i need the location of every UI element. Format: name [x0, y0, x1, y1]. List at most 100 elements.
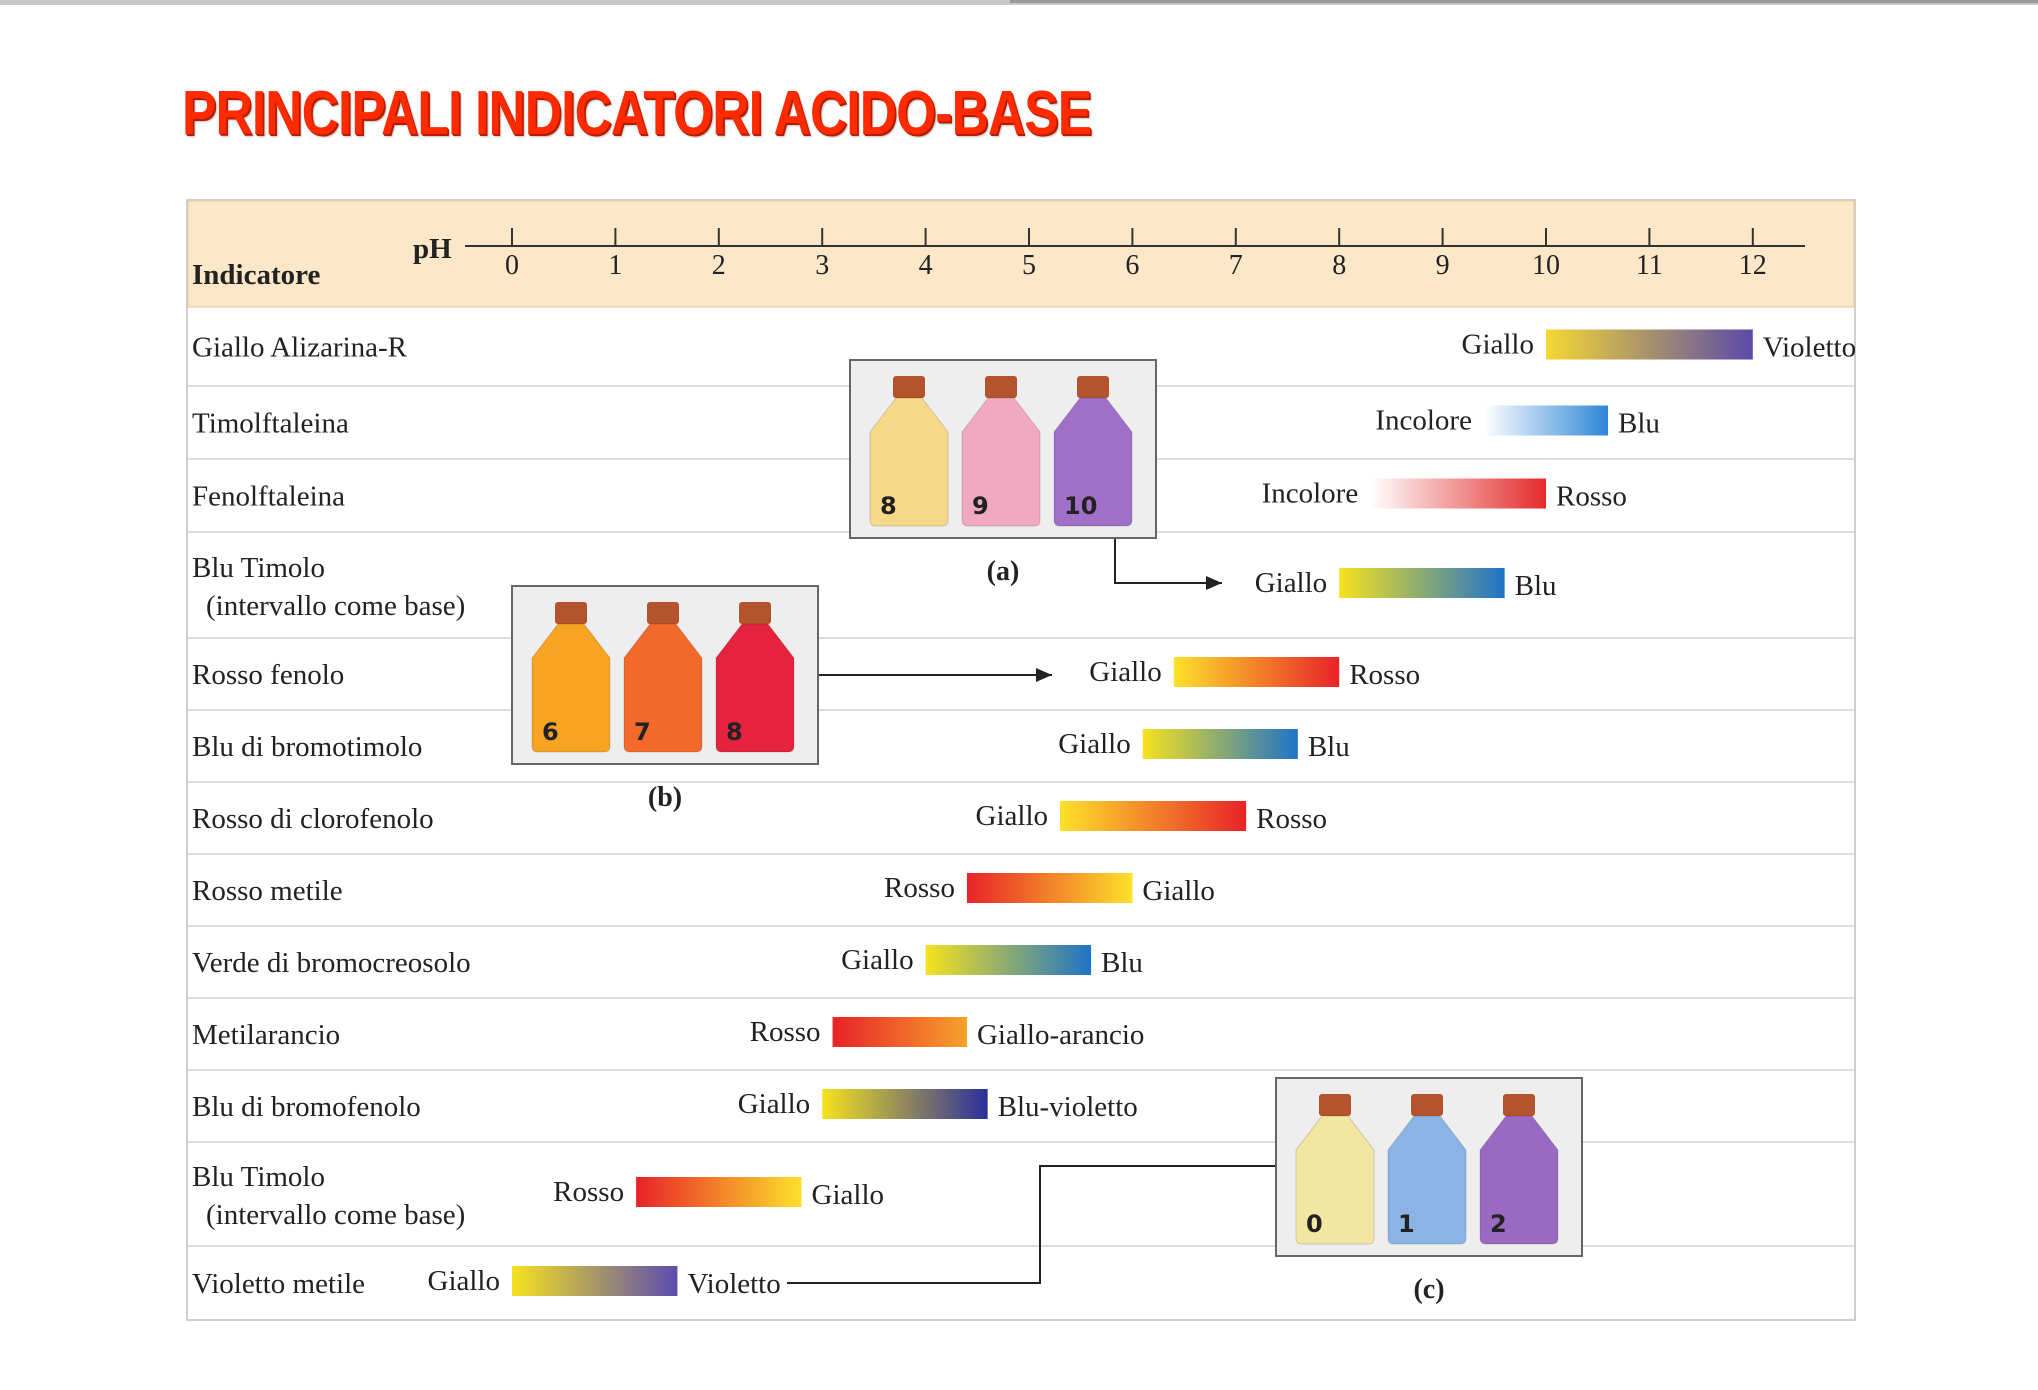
- bottle-cap: [893, 376, 925, 398]
- indicator-name: Blu di bromofenolo: [192, 1091, 421, 1123]
- indicator-row-7: Rosso di clorofenolo Giallo Rosso: [188, 800, 1854, 855]
- indicator-row-11: Blu di bromofenolo Giallo Blu-violetto: [188, 1088, 1854, 1143]
- indicator-row-6: Blu di bromotimolo Giallo Blu: [188, 728, 1854, 783]
- bottle-number: 8: [880, 492, 897, 520]
- indicator-name: Blu di bromotimolo: [192, 731, 422, 763]
- base-color-label: Rosso: [1349, 659, 1420, 691]
- indicator-name: Verde di bromocreosolo: [192, 947, 471, 979]
- bottle-photo-c: 0 1 2 (c): [1275, 1077, 1583, 1305]
- indicator-name: Giallo Alizarina-R: [192, 332, 408, 364]
- bottle-number: 1: [1398, 1210, 1415, 1238]
- ph-tick-label-11: 11: [1636, 250, 1663, 281]
- photo-caption: (b): [648, 782, 682, 813]
- base-color-label: Violetto: [1763, 332, 1856, 364]
- indicator-name: Fenolftaleina: [192, 481, 345, 513]
- ph-tick-label-8: 8: [1332, 250, 1346, 281]
- bottle-body: [961, 397, 1041, 527]
- bottle-number: 9: [972, 492, 989, 520]
- transition-bar: [1339, 568, 1505, 598]
- header-band: [187, 200, 1855, 308]
- base-color-label: Giallo-arancio: [977, 1019, 1144, 1051]
- acid-color-label: Rosso: [553, 1176, 624, 1208]
- acid-color-label: Giallo: [841, 944, 914, 976]
- acid-color-label: Rosso: [884, 872, 955, 904]
- ph-tick-label-7: 7: [1229, 250, 1243, 281]
- indicator-row-4: Blu Timolo (intervallo come base) Giallo Bl…: [188, 552, 1854, 639]
- transition-bar: [1370, 478, 1546, 509]
- indicator-name-note: (intervallo come base): [206, 1199, 465, 1231]
- bottle-body: [531, 623, 611, 753]
- base-color-label: Blu: [1618, 408, 1660, 440]
- base-color-label: Giallo: [1142, 875, 1215, 907]
- indicator-name: Timolftaleina: [192, 408, 349, 440]
- connector-a: [1114, 538, 1222, 584]
- indicator-name: Blu Timolo: [192, 552, 325, 584]
- indicator-row-10: Metilarancio Rosso Giallo-arancio: [188, 1016, 1854, 1071]
- indicator-name: Blu Timolo: [192, 1161, 325, 1193]
- base-color-label: Rosso: [1556, 481, 1627, 513]
- acid-color-label: Giallo: [976, 800, 1049, 832]
- bottle-9: 9: [961, 376, 1041, 527]
- bottle-photo-a: 8 9 10 (a): [849, 359, 1157, 587]
- transition-bar: [832, 1017, 967, 1047]
- photo-caption: (a): [987, 556, 1020, 587]
- acid-color-label: Giallo: [1058, 728, 1131, 760]
- bottle-10: 10: [1053, 376, 1133, 527]
- bottle-0: 0: [1295, 1094, 1375, 1245]
- bottle-body: [1479, 1115, 1559, 1245]
- transition-bar: [966, 873, 1133, 903]
- bottle-cap: [1319, 1094, 1351, 1116]
- ph-tick-label-6: 6: [1125, 250, 1139, 281]
- indicator-row-9: Verde di bromocreosolo Giallo Blu: [188, 944, 1854, 999]
- indicator-name: Rosso di clorofenolo: [192, 803, 434, 835]
- indicator-name: Rosso fenolo: [192, 659, 344, 691]
- transition-bar: [1142, 729, 1298, 759]
- transition-bar: [822, 1089, 988, 1119]
- acid-color-label: Incolore: [1262, 478, 1359, 510]
- bottle-6: 6: [531, 602, 611, 753]
- indicator-name: Violetto metile: [192, 1268, 365, 1300]
- top-border-dark: [1010, 0, 2038, 3]
- bottle-body: [1053, 397, 1133, 527]
- indicator-row-13: Violetto metile Giallo Violetto: [192, 1265, 781, 1300]
- bottle-body: [715, 623, 795, 753]
- base-color-label: Blu: [1101, 947, 1143, 979]
- bottle-cap: [1411, 1094, 1443, 1116]
- bottle-number: 2: [1490, 1210, 1507, 1238]
- indicator-row-5: Rosso fenolo Giallo Rosso: [188, 656, 1854, 711]
- bottle-body: [869, 397, 949, 527]
- ph-tick-label-10: 10: [1532, 250, 1560, 281]
- bottle-8: 8: [869, 376, 949, 527]
- ph-tick-label-0: 0: [505, 250, 519, 281]
- bottle-body: [623, 623, 703, 753]
- acid-color-label: Giallo: [1089, 656, 1162, 688]
- bottle-8: 8: [715, 602, 795, 753]
- bottle-2: 2: [1479, 1094, 1559, 1245]
- bottle-body: [1387, 1115, 1467, 1245]
- acid-color-label: Giallo: [738, 1088, 811, 1120]
- transition-bar: [925, 945, 1092, 975]
- bottle-number: 0: [1306, 1210, 1323, 1238]
- header-ph-label: pH: [413, 233, 452, 265]
- base-color-label: Blu: [1515, 570, 1557, 602]
- connector-b-head: [1036, 668, 1052, 682]
- transition-bar: [636, 1177, 802, 1207]
- indicator-name: Rosso metile: [192, 875, 343, 907]
- acid-color-label: Incolore: [1375, 405, 1472, 437]
- base-color-label: Giallo: [812, 1179, 885, 1211]
- transition-bar: [1060, 801, 1247, 831]
- transition-bar: [512, 1266, 678, 1296]
- bottle-photo-b: 6 7 8 (b): [511, 585, 819, 813]
- bottle-cap: [1077, 376, 1109, 398]
- bottle-cap: [1503, 1094, 1535, 1116]
- bottle-1: 1: [1387, 1094, 1467, 1245]
- bottle-body: [1295, 1115, 1375, 1245]
- base-color-label: Blu-violetto: [998, 1091, 1138, 1123]
- bottle-cap: [555, 602, 587, 624]
- bottle-cap: [739, 602, 771, 624]
- page-title: PRINCIPALI INDICATORI ACIDO-BASE: [182, 79, 1092, 148]
- base-color-label: Blu: [1308, 731, 1350, 763]
- connector-c: [787, 1165, 1276, 1284]
- ph-tick-label-9: 9: [1436, 250, 1450, 281]
